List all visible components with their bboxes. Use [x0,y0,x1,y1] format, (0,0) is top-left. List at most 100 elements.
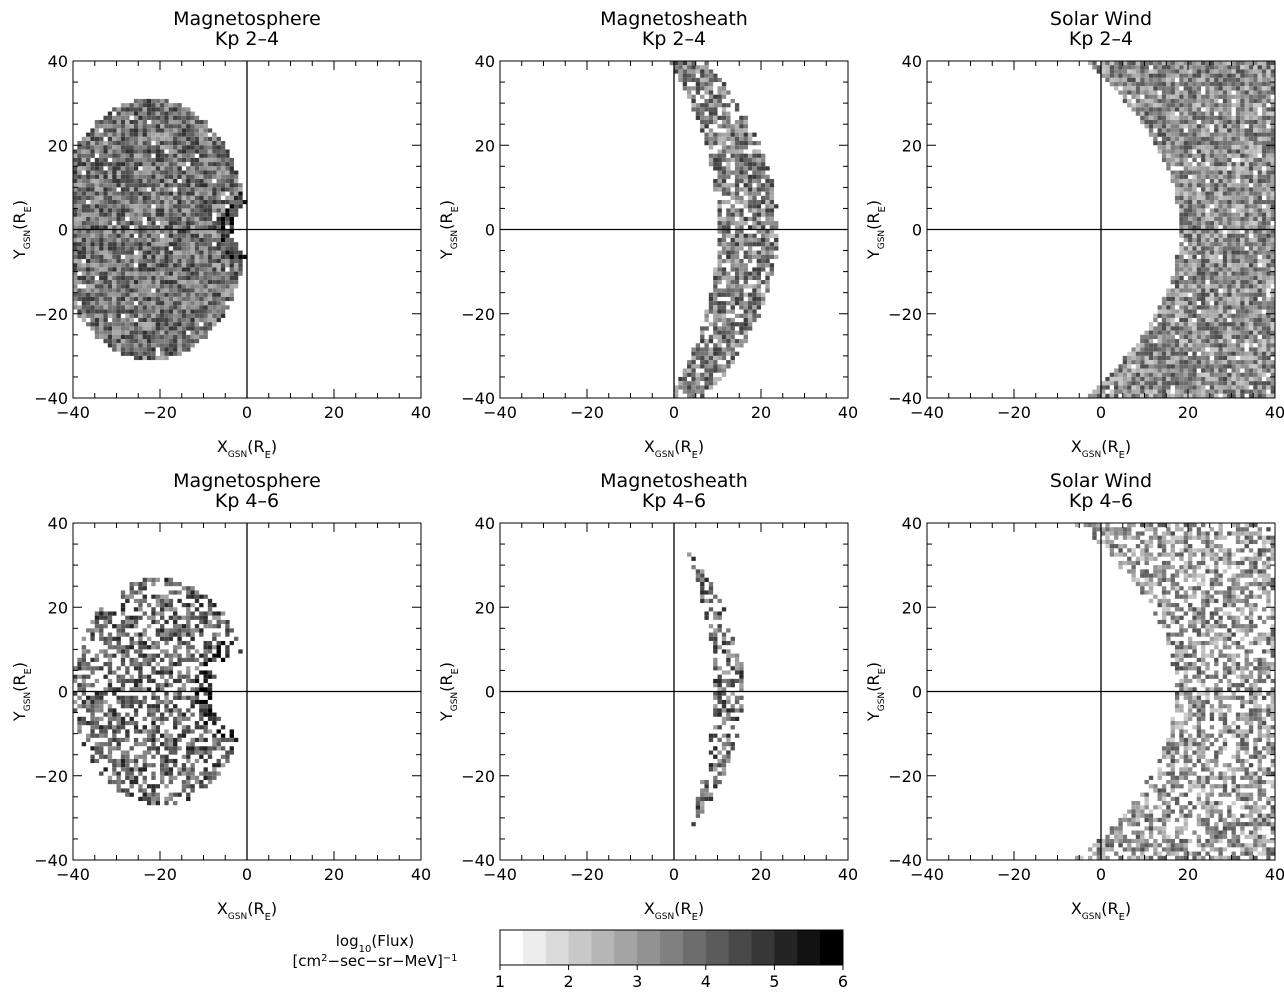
heatmap-cell [164,136,169,142]
heatmap-cell [695,65,701,70]
heatmap-cell [1214,233,1219,238]
heatmap-cell [160,111,165,116]
heatmap-cell [1183,271,1188,276]
heatmap-cell [1179,330,1184,335]
heatmap-cell [717,157,722,163]
heatmap-cell [730,309,735,314]
heatmap-cell [1118,372,1123,377]
heatmap-cell [1188,124,1193,129]
heatmap-cell [1192,250,1197,255]
heatmap-cell [1266,162,1271,167]
heatmap-cell [1192,368,1197,373]
heatmap-cell [1235,364,1241,369]
heatmap-cell [155,317,160,323]
heatmap-cell [164,343,169,348]
heatmap-cell [1261,242,1267,247]
heatmap-cell [739,284,744,289]
heatmap-cell [129,233,134,238]
heatmap-cell [90,221,95,226]
heatmap-cell [726,149,731,154]
heatmap-cell [717,355,722,361]
heatmap-cell [173,145,178,150]
heatmap-cell [151,200,156,205]
heatmap-cell [1270,351,1275,356]
heatmap-cell [1270,136,1275,142]
heatmap-cell [1244,267,1249,272]
heatmap-cell [173,153,178,158]
heatmap-cell [1192,212,1197,217]
heatmap-cell [207,212,213,217]
heatmap-cell [1153,317,1158,323]
heatmap-cell [713,309,718,314]
heatmap-cell [164,178,169,184]
heatmap-cell [1153,82,1158,87]
heatmap-cell [769,208,775,213]
heatmap-cell [186,275,191,281]
heatmap-cell [708,103,714,108]
heatmap-cell [203,301,208,306]
heatmap-cell [1179,246,1184,251]
heatmap-cell [1170,178,1175,184]
heatmap-cell [1209,61,1215,66]
heatmap-cell [220,170,226,175]
heatmap-cell [717,250,722,255]
heatmap-cell [726,111,731,116]
heatmap-cell [726,157,731,163]
heatmap-cell [103,170,108,175]
heatmap-cell [125,254,130,259]
heatmap-cell [1222,237,1228,243]
heatmap-cell [1244,119,1249,125]
heatmap-cell [1244,61,1249,66]
heatmap-cell [1170,73,1175,78]
heatmap-cell [1222,124,1228,129]
heatmap-cell [747,216,753,222]
heatmap-cell [1161,317,1167,323]
heatmap-cell [1196,237,1202,243]
heatmap-cell [700,385,705,390]
heatmap-cell [1244,216,1249,222]
heatmap-cell [1166,94,1171,99]
heatmap-cell [77,162,82,167]
heatmap-cell [1196,132,1202,137]
heatmap-cell [1248,254,1254,259]
heatmap-cell [1192,330,1197,335]
heatmap-cell [1166,364,1171,369]
heatmap-cell [1270,107,1275,112]
heatmap-cell [86,191,91,196]
heatmap-cell [1261,355,1267,361]
heatmap-cell [142,183,147,188]
heatmap-cell [107,115,113,120]
heatmap-cell [220,267,226,272]
heatmap-cell [1148,103,1154,108]
heatmap-cell [1205,364,1210,369]
heatmap-cell [125,339,130,344]
heatmap-cell [743,271,748,276]
heatmap-cell [133,351,139,356]
heatmap-cells [1087,61,1275,398]
heatmap-cell [77,233,82,238]
heatmap-cell [1209,77,1215,83]
heatmap-cell [142,166,147,171]
heatmap-cell [151,233,156,238]
heatmap-cell [116,212,121,217]
heatmap-cell [1222,355,1228,361]
heatmap-cell [1240,119,1245,125]
heatmap-cell [1183,216,1188,222]
heatmap-cell [107,339,113,344]
heatmap-cell [138,309,143,314]
heatmap-cell [129,254,134,259]
heatmap-cell [1196,263,1202,268]
heatmap-cell [1231,313,1236,318]
heatmap-cell [1148,381,1154,386]
heatmap-cell [1201,187,1206,192]
heatmap-cell [125,334,130,340]
heatmap-cell [103,322,108,327]
heatmap-cell [1248,162,1254,167]
heatmap-cell [721,149,727,154]
heatmap-cell [717,208,722,213]
heatmap-cell [708,301,714,306]
heatmap-cell [1261,128,1267,133]
heatmap-cell [756,191,761,196]
heatmap-cell [116,170,121,175]
heatmap-cell [168,191,174,196]
